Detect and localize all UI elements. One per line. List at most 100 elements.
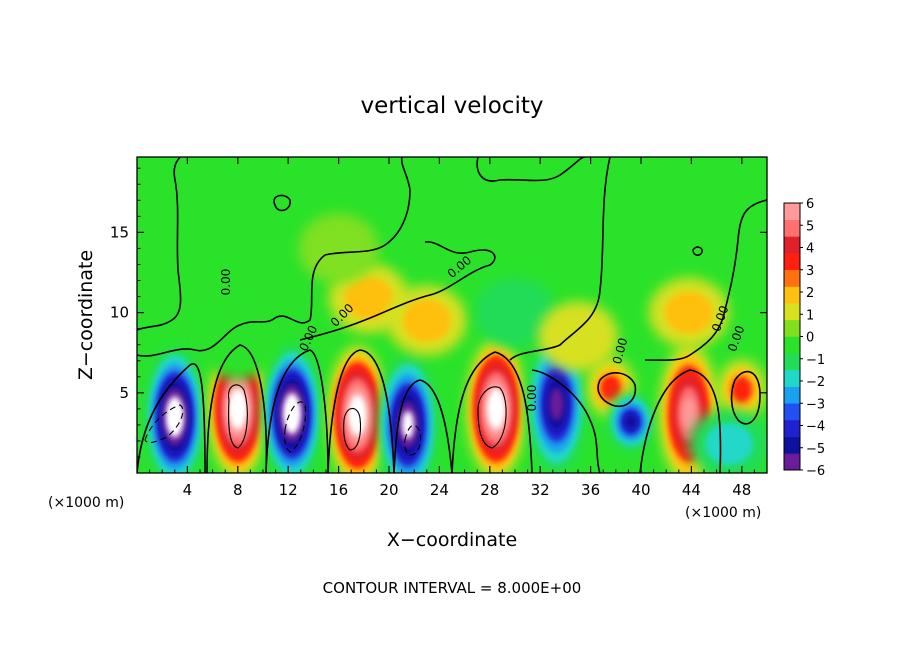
y-axis: 5 10 15: [110, 167, 767, 458]
velocity-cell-level: [554, 315, 602, 358]
colorbar-swatch: [784, 353, 800, 371]
y-axis-label: Z−coordinate: [75, 250, 97, 380]
zero-contour-line: [137, 157, 411, 357]
velocity-cell-level: [681, 397, 696, 430]
zero-contour-line: [509, 157, 611, 361]
zero-contour-line: [393, 379, 453, 473]
colorbar-tick-label: 1: [806, 308, 814, 323]
zero-contour-line: [644, 199, 767, 362]
colorbar: 6 5 4 3 2 1 0 −1 −2 −3 −4 −5 −6: [783, 197, 825, 479]
colorbar-swatch: [784, 453, 800, 471]
contour-line: [404, 424, 422, 456]
contour-line: [144, 404, 184, 444]
zero-contour-line: [476, 157, 586, 182]
velocity-cell: [538, 301, 618, 372]
x-axis: 4 8 12 16 20 24 28 32 36 40 44 48: [149, 157, 755, 499]
colorbar-tick-label: −6: [806, 464, 825, 479]
colorbar-tick-label: −1: [806, 353, 825, 368]
colorbar-swatch: [784, 203, 800, 220]
velocity-cell-level: [232, 396, 244, 422]
zero-contour-line: [639, 369, 722, 473]
colorbar-swatch: [784, 319, 800, 337]
y-tick-label: 10: [110, 304, 129, 322]
contour-line: [284, 401, 307, 453]
zero-contour-line: [265, 349, 329, 473]
velocity-cell-level: [352, 402, 363, 428]
velocity-cell-level: [402, 299, 451, 342]
x-tick-label: 12: [279, 481, 298, 499]
velocity-cell: [689, 409, 767, 473]
zero-contour-line: [327, 349, 395, 473]
contour-line: [227, 384, 248, 449]
velocity-cell-level: [491, 291, 539, 334]
velocity-cell: [475, 277, 555, 348]
velocity-cell: [261, 343, 322, 473]
velocity-cell-level: [600, 375, 622, 401]
zero-contour-line: [299, 241, 496, 341]
zero-contour-line: [137, 363, 206, 473]
contour-interval-note: CONTOUR INTERVAL = 8.000E+00: [323, 579, 582, 597]
x-tick-label: 28: [480, 481, 499, 499]
colorbar-swatch: [784, 403, 800, 421]
colorbar-swatch: [784, 336, 800, 354]
colorbar-swatch: [784, 269, 800, 287]
velocity-cell-level: [490, 396, 502, 422]
x-tick-label: 16: [329, 481, 348, 499]
zero-contour-line: [137, 157, 182, 331]
colorbar-swatch: [784, 253, 800, 271]
zero-contours: [137, 157, 767, 473]
velocity-cell-level: [169, 404, 181, 430]
velocity-cell-level: [344, 277, 393, 320]
colorbar-tick-label: −3: [806, 397, 825, 412]
x-tick-label: 24: [430, 481, 449, 499]
contour-line: [477, 386, 507, 449]
x-axis-label: X−coordinate: [387, 529, 517, 551]
zero-contour-line: [730, 370, 761, 425]
colorbar-swatch: [784, 436, 800, 454]
velocity-cell: [327, 345, 388, 473]
velocity-cell: [717, 359, 766, 420]
colorbar-tick-label: 5: [806, 219, 814, 234]
colorbar-swatch: [784, 236, 800, 254]
zero-contour-line: [451, 351, 533, 473]
velocity-cell-level: [731, 376, 753, 403]
velocity-cell: [648, 277, 729, 348]
velocity-cell-level: [401, 410, 414, 439]
x-unit-label-left: (×1000 m): [48, 495, 124, 511]
colorbar-tick-label: 4: [806, 242, 814, 257]
x-unit-label-right: (×1000 m): [685, 505, 761, 521]
velocity-field: [144, 213, 767, 473]
colorbar-swatch: [784, 303, 800, 321]
colorbar-swatch: [784, 386, 800, 404]
zero-contour-line: [597, 372, 637, 407]
colorbar-swatch: [784, 219, 800, 237]
plot-area: 0.000.000.000.000.000.000.000.00: [137, 157, 767, 473]
x-tick-label: 4: [183, 481, 193, 499]
velocity-cell-level: [286, 401, 298, 427]
contour-label: 0.00: [610, 336, 630, 365]
zero-contour-line: [206, 344, 268, 473]
velocity-cell: [377, 354, 438, 473]
y-tick-label: 15: [110, 223, 129, 241]
x-tick-label: 8: [233, 481, 243, 499]
velocity-cell-level: [314, 227, 363, 270]
velocity-cell: [298, 213, 379, 284]
velocity-cell: [197, 309, 278, 380]
colorbar-swatch: [784, 286, 800, 304]
colorbar-swatch: [784, 419, 800, 437]
zero-contour-line: [531, 369, 601, 473]
contour-line: [343, 407, 362, 451]
velocity-cell: [207, 338, 268, 473]
colorbar-tick-label: −5: [806, 442, 825, 457]
colorbar-tick-label: 2: [806, 286, 814, 301]
colorbar-tick-label: 0: [806, 331, 814, 346]
x-tick-label: 44: [682, 481, 701, 499]
colorbar-tick-label: −2: [806, 375, 825, 390]
velocity-cell-level: [624, 413, 638, 430]
colorbar-tick-label: 6: [806, 197, 814, 212]
velocity-cell-level: [705, 423, 754, 466]
velocity-cell: [466, 338, 527, 473]
contour-label: 0.00: [219, 269, 233, 296]
x-tick-label: 32: [531, 481, 550, 499]
